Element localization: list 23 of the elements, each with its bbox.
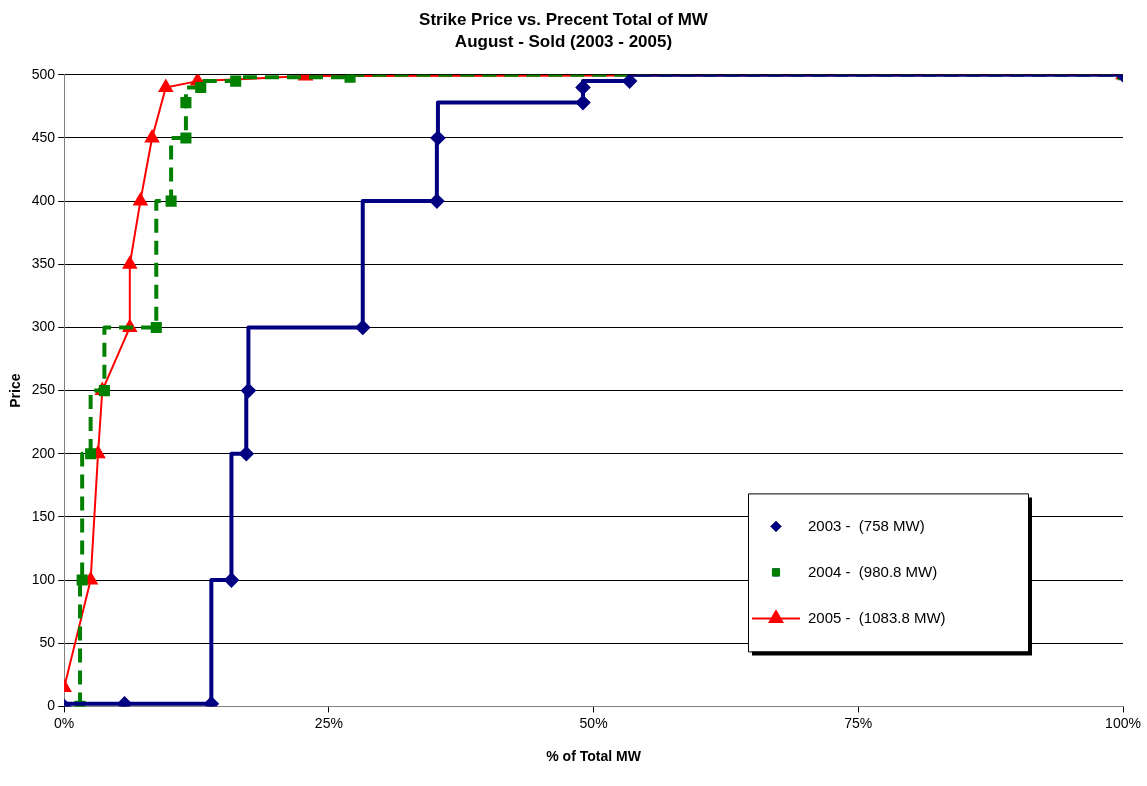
y-tick-label: 400 [31, 191, 56, 208]
chart-subtitle: August - Sold (2003 - 2005) [454, 32, 673, 52]
x-axis-title: % of Total MW [546, 748, 642, 765]
y-tick-label: 150 [31, 507, 56, 524]
y-tick-label: 50 [39, 634, 56, 651]
chart-title: Strike Price vs. Precent Total of MW [419, 9, 709, 29]
y-tick-label: 0 [47, 697, 56, 714]
y-tick-label: 250 [31, 381, 56, 398]
y-tick-label: 500 [31, 65, 56, 82]
legend-label: 2005 - (1083.8 MW) [808, 608, 946, 626]
x-tick-label: 100% [1105, 714, 1141, 731]
y-tick-label: 200 [31, 444, 56, 461]
legend-label: 2003 - (758 MW) [808, 516, 925, 534]
y-tick-label: 100 [31, 570, 56, 587]
y-tick-label: 450 [31, 128, 56, 145]
x-tick-label: 50% [579, 714, 608, 731]
x-tick-label: 25% [314, 714, 343, 731]
y-tick-label: 300 [31, 318, 56, 335]
legend-label: 2004 - (980.8 MW) [808, 562, 938, 580]
y-tick-label: 350 [31, 255, 56, 272]
x-tick-label: 0% [54, 714, 75, 731]
x-tick-label: 75% [844, 714, 873, 731]
y-axis-title: Price [7, 373, 24, 408]
